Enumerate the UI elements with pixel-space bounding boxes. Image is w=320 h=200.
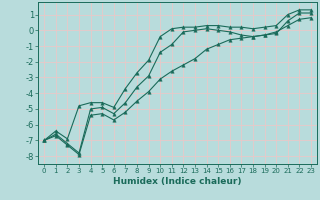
X-axis label: Humidex (Indice chaleur): Humidex (Indice chaleur)	[113, 177, 242, 186]
